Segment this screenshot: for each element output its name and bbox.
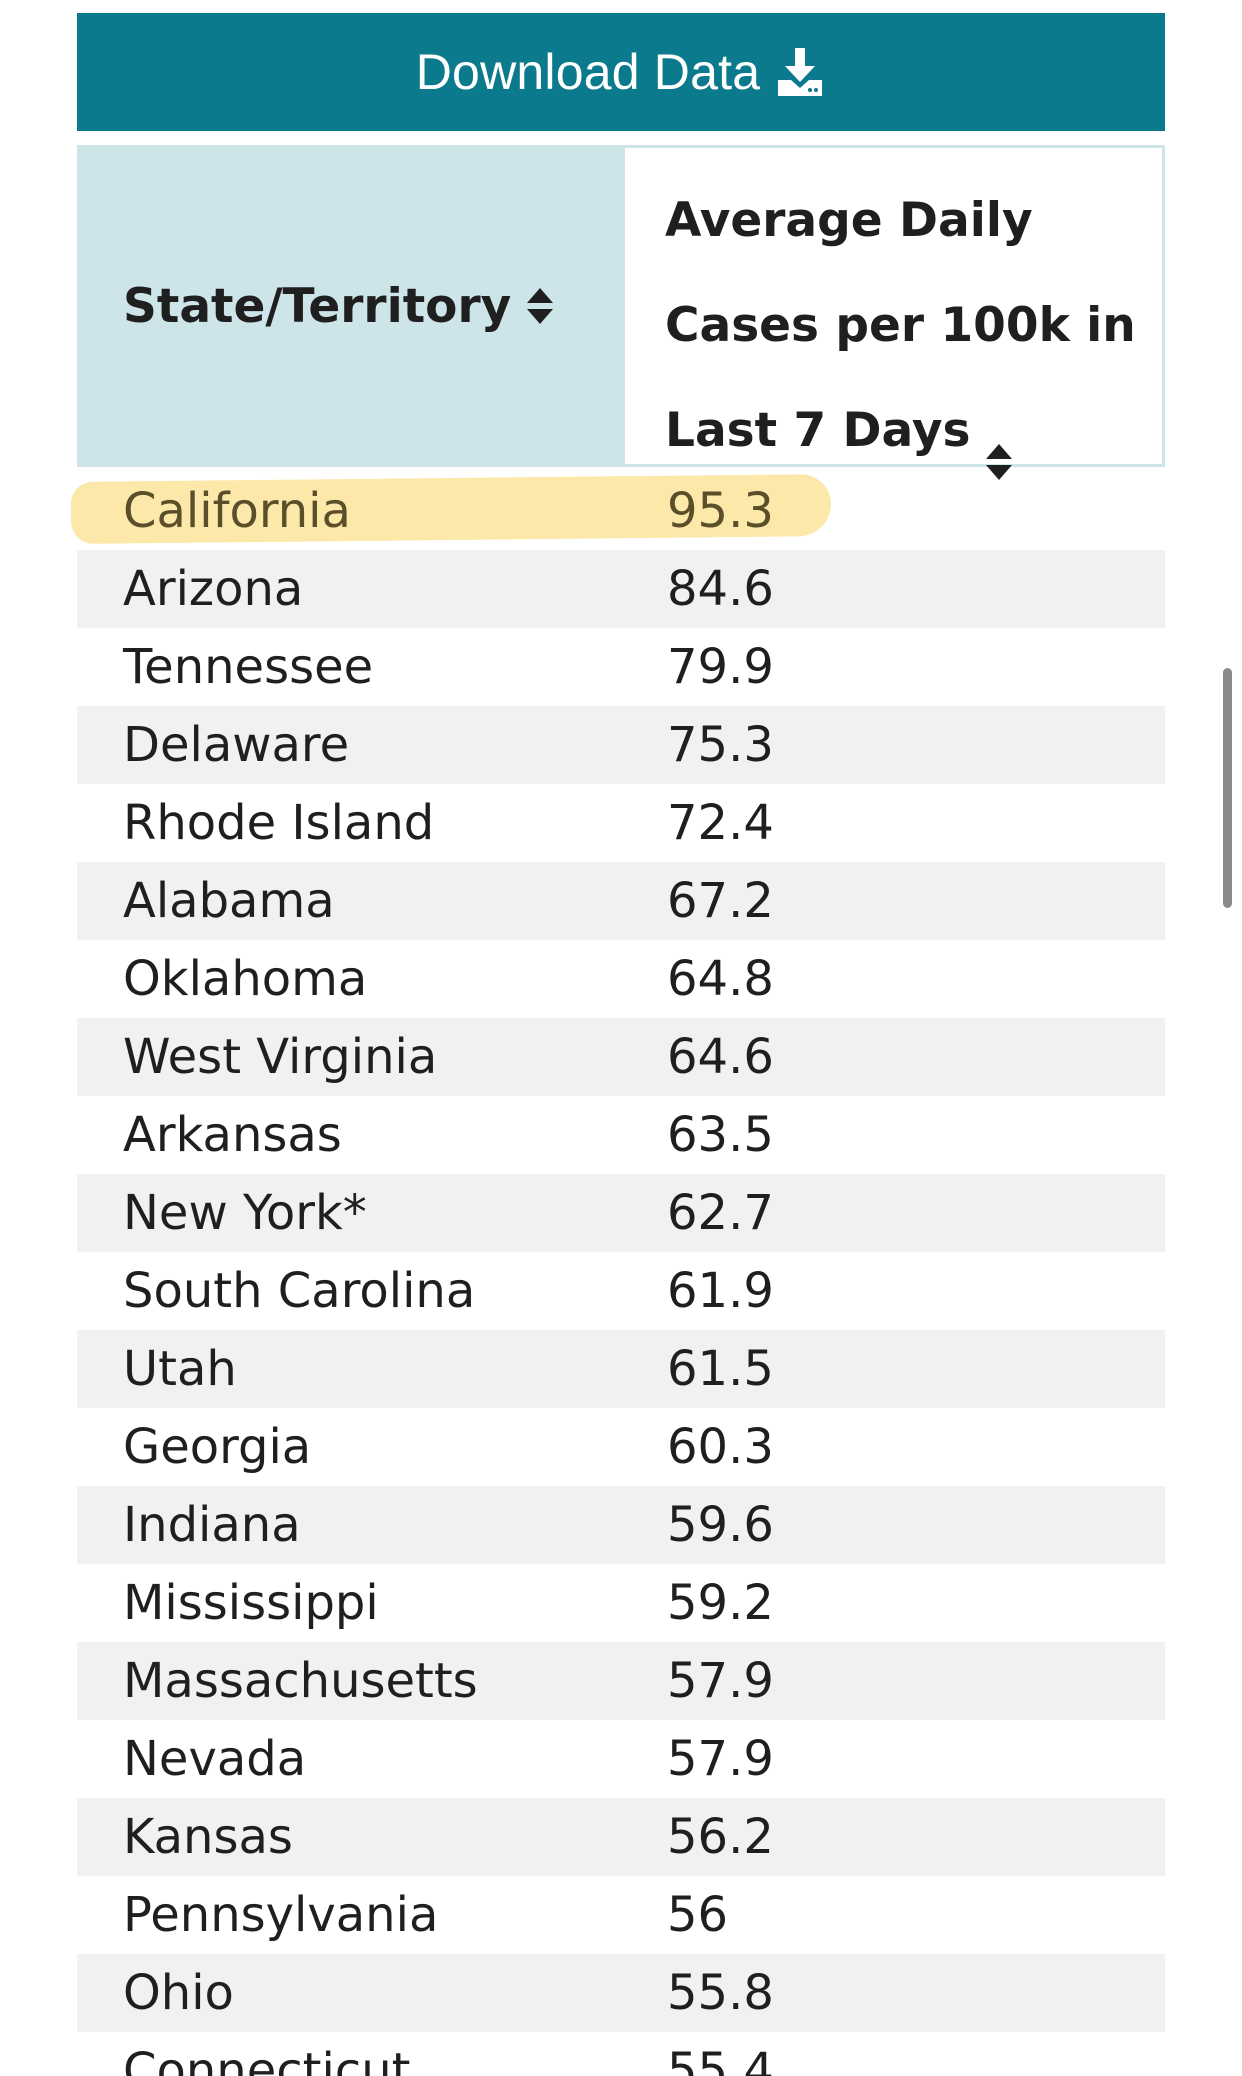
table-row: Arkansas 63.5 [77, 1096, 1165, 1174]
cell-value: 55.8 [667, 1965, 774, 2021]
cell-value: 55.4 [667, 2043, 774, 2076]
cell-value: 59.6 [667, 1497, 774, 1553]
cell-state: Arkansas [123, 1107, 342, 1163]
cell-state: Delaware [123, 717, 350, 773]
table-row: Georgia 60.3 [77, 1408, 1165, 1486]
cell-value: 57.9 [667, 1653, 774, 1709]
cell-state: Massachusetts [123, 1653, 478, 1709]
download-data-label: Download Data [415, 44, 761, 100]
cell-state: Indiana [123, 1497, 301, 1553]
table-row: Mississippi 59.2 [77, 1564, 1165, 1642]
sort-icon[interactable] [984, 414, 1014, 480]
table-row: Rhode Island 72.4 [77, 784, 1165, 862]
cell-value: 64.8 [667, 951, 774, 1007]
table-row: Tennessee 79.9 [77, 628, 1165, 706]
column-header-state-label: State/Territory [123, 278, 512, 334]
table-row: Massachusetts 57.9 [77, 1642, 1165, 1720]
cell-state: Ohio [123, 1965, 234, 2021]
cell-value: 56 [667, 1887, 729, 1943]
table-row: Pennsylvania 56 [77, 1876, 1165, 1954]
table-row: Arizona 84.6 [77, 550, 1165, 628]
table-row: Connecticut 55.4 [77, 2032, 1165, 2076]
cell-state: Utah [123, 1341, 237, 1397]
table-body: California 95.3 Arizona 84.6 Tennessee 79.9 De… [70, 472, 1165, 2076]
cell-value: 62.7 [667, 1185, 774, 1241]
table-row: Oklahoma 64.8 [77, 940, 1165, 1018]
cell-value: 64.6 [667, 1029, 774, 1085]
table-row: New York* 62.7 [77, 1174, 1165, 1252]
download-icon [774, 46, 826, 98]
column-header-average-daily-cases[interactable]: Average Daily Cases per 100k in Last 7 D… [622, 145, 1165, 480]
table-row: Delaware 75.3 [77, 706, 1165, 784]
cell-state: Arizona [123, 561, 304, 617]
cell-value: 84.6 [667, 561, 774, 617]
table-row: Nevada 57.9 [77, 1720, 1165, 1798]
cell-value: 67.2 [667, 873, 774, 929]
cell-value: 75.3 [667, 717, 774, 773]
cell-state: Kansas [123, 1809, 293, 1865]
cell-state: Mississippi [123, 1575, 379, 1631]
cell-value: 63.5 [667, 1107, 774, 1163]
cell-value: 95.3 [667, 483, 774, 539]
column-header-value-line2: Cases per 100k in [665, 298, 1136, 353]
table-row: West Virginia 64.6 [77, 1018, 1165, 1096]
table-row: Kansas 56.2 [77, 1798, 1165, 1876]
table-row: Ohio 55.8 [77, 1954, 1165, 2032]
table-row: Alabama 67.2 [77, 862, 1165, 940]
column-header-value-line3-wrap: Last 7 Days [665, 378, 1162, 483]
cell-value: 61.5 [667, 1341, 774, 1397]
download-data-button[interactable]: Download Data [77, 13, 1165, 131]
cell-state: Tennessee [123, 639, 374, 695]
column-header-state[interactable]: State/Territory [77, 145, 622, 467]
cell-state: New York* [123, 1185, 367, 1241]
cell-state: California [123, 483, 351, 539]
table-row: Indiana 59.6 [77, 1486, 1165, 1564]
sort-icon[interactable] [525, 286, 555, 326]
cell-value: 72.4 [667, 795, 774, 851]
table-header: State/Territory Average Daily Cases per … [77, 145, 1165, 480]
cell-state: West Virginia [123, 1029, 438, 1085]
column-header-value-line3: Last 7 Days [665, 403, 971, 458]
cell-value: 60.3 [667, 1419, 774, 1475]
cell-state: Georgia [123, 1419, 312, 1475]
table-row: South Carolina 61.9 [77, 1252, 1165, 1330]
table-row: California 95.3 [70, 472, 1165, 550]
cell-value: 61.9 [667, 1263, 774, 1319]
cell-state: South Carolina [123, 1263, 476, 1319]
cell-value: 59.2 [667, 1575, 774, 1631]
cell-value: 79.9 [667, 639, 774, 695]
cell-state: Nevada [123, 1731, 307, 1787]
cell-state: Rhode Island [123, 795, 435, 851]
table-row: Utah 61.5 [77, 1330, 1165, 1408]
cell-value: 57.9 [667, 1731, 774, 1787]
cell-state: Alabama [123, 873, 335, 929]
scrollbar[interactable] [1223, 668, 1232, 908]
cell-state: Connecticut [123, 2043, 411, 2076]
cell-state: Oklahoma [123, 951, 368, 1007]
column-header-value-line1: Average Daily [665, 193, 1033, 248]
cell-value: 56.2 [667, 1809, 774, 1865]
cell-state: Pennsylvania [123, 1887, 439, 1943]
